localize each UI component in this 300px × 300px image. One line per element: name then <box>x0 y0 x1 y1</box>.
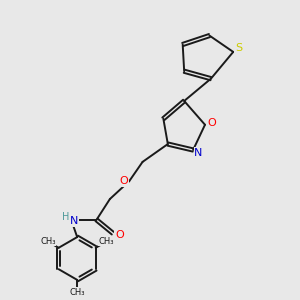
Text: O: O <box>115 230 124 240</box>
Text: O: O <box>207 118 216 128</box>
Text: H: H <box>62 212 70 222</box>
Text: CH₃: CH₃ <box>99 237 114 246</box>
Text: CH₃: CH₃ <box>40 237 56 246</box>
Text: S: S <box>235 44 242 53</box>
Text: N: N <box>70 216 78 226</box>
Text: N: N <box>194 148 202 158</box>
Text: CH₃: CH₃ <box>69 288 85 297</box>
Text: O: O <box>119 176 128 186</box>
